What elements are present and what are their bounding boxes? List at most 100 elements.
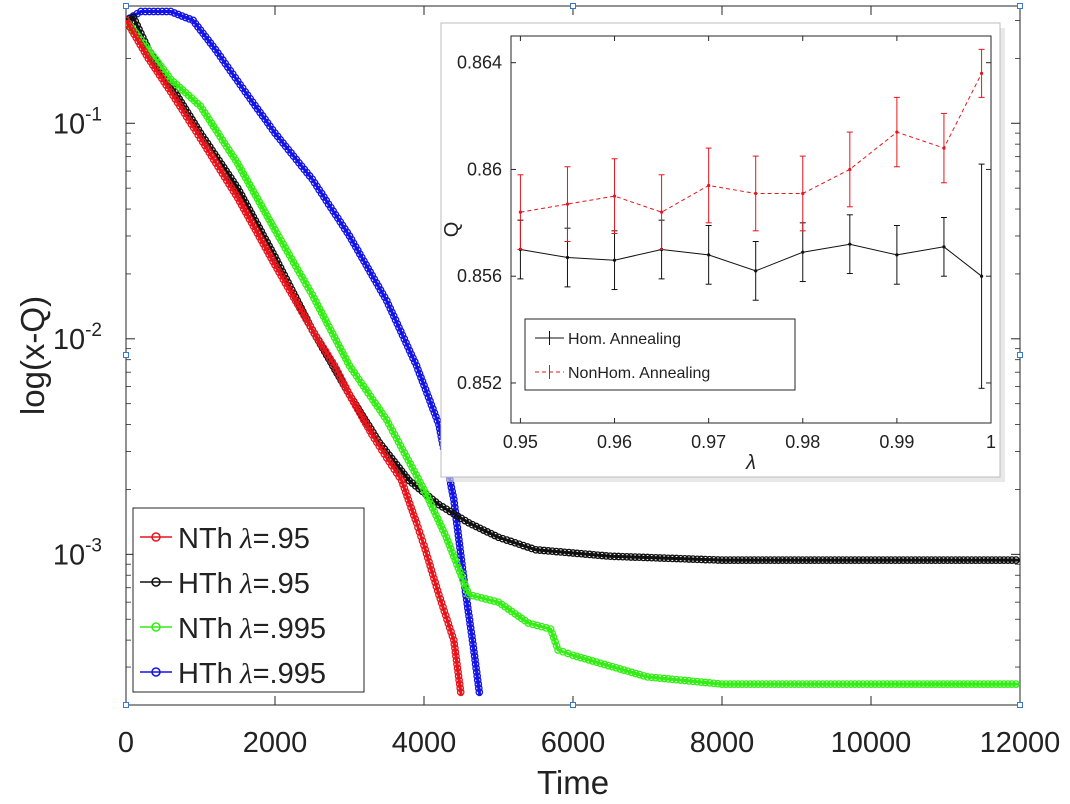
series-marker (338, 376, 346, 385)
series-marker (531, 545, 540, 554)
series-marker (639, 553, 648, 562)
series-marker (680, 554, 689, 563)
series-marker (502, 536, 511, 544)
inset-x-tick-label: 0.97 (691, 432, 726, 452)
series-marker (396, 327, 405, 336)
series-marker (975, 556, 984, 564)
series-marker (449, 495, 458, 504)
series-marker (476, 524, 484, 533)
inset-plot: 0.95 0.96 0.97 0.98 0.99 1 0.852 0.856 0.86 0.864… (440, 22, 1005, 482)
inset-legend-label: Hom. Annealing (568, 331, 681, 348)
series-marker (490, 531, 499, 540)
series-marker (421, 545, 430, 554)
series-marker (701, 678, 710, 687)
series-marker (802, 680, 811, 688)
inset-error-bar (705, 147, 712, 224)
inset-x-axis-title: λ (745, 452, 756, 474)
series-marker (449, 491, 457, 500)
series-marker (396, 441, 405, 450)
inset-error-bar (846, 131, 853, 208)
series-marker (536, 546, 544, 554)
series-marker (895, 680, 904, 688)
series-marker (943, 556, 952, 564)
series-marker (412, 518, 421, 527)
series-marker (624, 667, 632, 676)
inset-data-point (942, 146, 946, 150)
series-marker (486, 596, 494, 604)
series-marker (414, 523, 422, 532)
x-tick-label: 12000 (980, 727, 1061, 759)
series-marker (519, 541, 528, 550)
y-tick-label-exponent: -2 (85, 320, 102, 341)
series-marker (410, 358, 419, 366)
series-marker (453, 664, 462, 672)
series-marker (439, 603, 447, 611)
series-marker (620, 666, 628, 674)
legend-label-lambda-value: .95 (270, 523, 310, 555)
legend-label-lambda-value: .95 (270, 568, 310, 600)
series-marker (464, 608, 473, 616)
series-marker (412, 361, 421, 370)
series-marker (448, 487, 457, 496)
series-marker (963, 680, 972, 688)
series-marker (548, 629, 556, 638)
series-marker (400, 335, 409, 343)
series-marker (618, 552, 627, 561)
series-marker (855, 556, 863, 564)
legend-label-name: NTh (178, 613, 233, 645)
series-marker (431, 578, 440, 587)
series-marker (453, 523, 462, 532)
series-marker (447, 483, 456, 492)
series-marker (689, 555, 697, 563)
series-marker (612, 663, 620, 672)
series-marker (407, 503, 415, 512)
series-marker (826, 556, 835, 564)
series-marker (475, 688, 484, 696)
series-marker (473, 672, 482, 680)
legend-label-equals: = (253, 613, 270, 645)
inset-x-tick-label: 1 (986, 432, 996, 452)
series-marker (443, 615, 451, 624)
series-marker (614, 552, 623, 561)
series-marker (389, 312, 398, 320)
x-tick-label: 2000 (243, 727, 308, 759)
series-marker (810, 556, 819, 564)
inset-data-point (895, 130, 899, 134)
series-marker (490, 597, 499, 605)
series-marker (452, 656, 461, 664)
series-marker (435, 518, 444, 527)
legend-item: NTh λ=.95 (140, 523, 310, 555)
series-marker (463, 600, 472, 608)
series-marker (407, 350, 416, 359)
series-marker (466, 620, 474, 628)
series-marker (834, 680, 843, 688)
series-marker (569, 549, 577, 557)
series-marker (798, 556, 807, 564)
series-marker (336, 372, 345, 381)
series-marker (174, 10, 183, 19)
series-marker (588, 657, 597, 665)
series-marker (454, 668, 462, 676)
series-marker (726, 556, 734, 564)
series-marker (668, 675, 677, 684)
series-marker (1008, 556, 1016, 564)
series-marker (424, 393, 433, 401)
series-marker (456, 543, 464, 552)
series-marker (444, 619, 453, 628)
inset-x-tick-label: 0.95 (503, 432, 538, 452)
series-marker (622, 552, 631, 561)
series-marker (939, 556, 948, 564)
series-marker (959, 680, 968, 688)
series-marker (403, 492, 411, 500)
series-marker (487, 529, 495, 538)
series-marker (577, 549, 586, 558)
series-marker (602, 552, 610, 560)
series-marker (429, 405, 437, 413)
series-marker (822, 556, 831, 564)
series-marker (826, 680, 835, 688)
series-marker (450, 499, 459, 508)
series-marker (387, 461, 396, 470)
inset-data-point (801, 250, 805, 254)
series-marker (822, 680, 831, 688)
legend-label-equals: = (253, 658, 270, 690)
